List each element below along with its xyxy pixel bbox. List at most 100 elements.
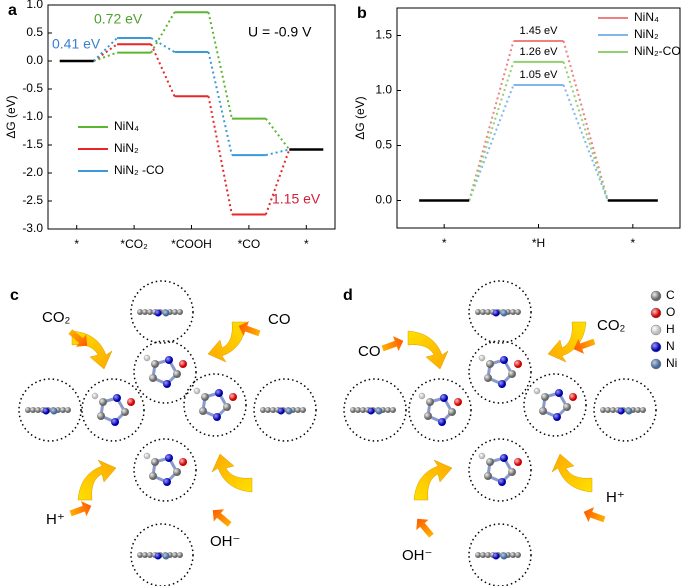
y-tick-label: 0.5: [375, 138, 392, 152]
atom: [35, 407, 41, 413]
annotation: 0.41 eV: [52, 36, 101, 52]
atom: [121, 408, 129, 416]
atom: [617, 407, 625, 415]
atom: [300, 407, 306, 413]
y-tick-label: -3.0: [22, 221, 43, 235]
cycle-arrow: [551, 453, 593, 493]
legend-label: NiN₂: [114, 141, 139, 155]
atom: [177, 552, 183, 558]
molecule-frame: [408, 378, 472, 442]
x-tick-label: *: [74, 237, 79, 251]
atom: [265, 407, 271, 413]
cycle-arrow: [407, 330, 449, 370]
atom: [270, 407, 276, 413]
y-tick-label: 1.0: [375, 83, 392, 97]
atom: [448, 408, 456, 416]
annotation: 0.72 eV: [94, 11, 143, 27]
connector: [265, 148, 290, 157]
atom: [260, 407, 266, 413]
atom: [625, 407, 633, 415]
molecule-frame: [253, 378, 317, 442]
atom: [193, 387, 201, 395]
y-tick-label: 0.0: [26, 53, 43, 67]
element-label: C: [666, 288, 675, 302]
atom: [486, 360, 494, 368]
atom: [285, 407, 293, 415]
x-tick-label: *CO₂: [120, 237, 148, 251]
value-label: 1.26 eV: [520, 46, 559, 58]
y-tick-label: -2.0: [22, 165, 43, 179]
atom: [480, 552, 486, 558]
connector: [468, 40, 515, 201]
atom: [492, 552, 500, 560]
legend-label: NiN₂-CO: [634, 44, 681, 58]
species-label: CO: [268, 311, 291, 328]
atom: [277, 407, 285, 415]
atom: [508, 468, 516, 476]
atom: [149, 374, 157, 382]
atom: [367, 407, 375, 415]
molecule-frame: [523, 373, 587, 437]
molecule-frame: [468, 523, 532, 586]
species-label: OH⁻: [210, 533, 240, 550]
value-label: 1.45 eV: [520, 25, 559, 37]
legend-label: NiN₄: [634, 10, 659, 24]
species-arrow: [212, 509, 232, 527]
atom: [91, 392, 99, 400]
atom: [486, 458, 494, 466]
cycle-arrow: [413, 459, 453, 501]
element-label: O: [666, 305, 675, 319]
atom: [454, 398, 462, 406]
molecule-frame: [468, 280, 532, 344]
atom: [97, 412, 105, 420]
atom: [438, 418, 446, 426]
atom: [500, 454, 508, 462]
connector: [207, 96, 233, 215]
legend-label: NiN₂: [634, 27, 659, 41]
element-label: Ni: [666, 356, 677, 370]
atom: [390, 407, 396, 413]
x-tick-label: *: [442, 236, 447, 250]
atom: [151, 360, 159, 368]
atom: [500, 356, 508, 364]
value-label: 1.05 eV: [520, 69, 559, 81]
atom: [515, 309, 521, 315]
atom: [149, 472, 157, 480]
atom: [165, 454, 173, 462]
atom: [508, 370, 516, 378]
atom: [484, 374, 492, 382]
species-arrow: [238, 321, 261, 337]
connector: [150, 43, 176, 97]
atom: [510, 552, 516, 558]
atom: [111, 418, 119, 426]
species-label: OH⁻: [402, 547, 432, 564]
atom: [165, 356, 173, 364]
atom: [215, 389, 223, 397]
x-tick-label: *CO: [238, 237, 261, 251]
y-tick-label: 0.0: [375, 193, 392, 207]
atom: [137, 309, 143, 315]
atom: [172, 309, 178, 315]
atom: [65, 407, 71, 413]
connector: [150, 11, 176, 54]
cycle-arrow: [211, 453, 253, 493]
atom: [424, 412, 432, 420]
atom: [360, 407, 366, 413]
atom: [151, 458, 159, 466]
atom: [199, 407, 207, 415]
element-swatch: [650, 324, 662, 336]
connector: [562, 61, 609, 201]
molecule-frame: [593, 378, 657, 442]
molecule-frame: [468, 340, 532, 404]
y-axis-label: ΔG (eV): [4, 95, 18, 138]
atom: [173, 370, 181, 378]
connector: [468, 61, 515, 201]
y-tick-label: 0.5: [26, 25, 43, 39]
atom: [498, 380, 506, 388]
species-label: H⁺: [46, 511, 65, 528]
atom: [485, 552, 491, 558]
x-tick-label: *: [630, 236, 635, 250]
atom: [475, 309, 481, 315]
y-tick-label: 1.5: [375, 28, 392, 42]
